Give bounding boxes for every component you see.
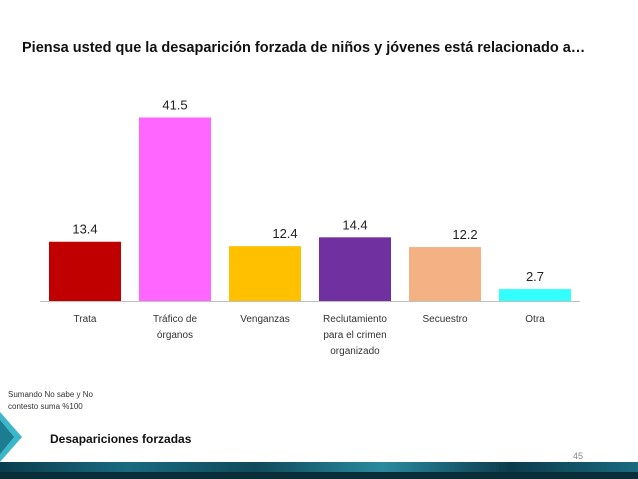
category-labels-group: Trata Tráfico de órganos Venganzas Reclutami… bbox=[74, 314, 546, 357]
bar-1 bbox=[49, 241, 121, 301]
chart-title: Piensa usted que la desaparición forzada… bbox=[22, 40, 586, 56]
category-label-5: Secuestro bbox=[422, 314, 467, 325]
page-number: 45 bbox=[572, 451, 583, 461]
category-label-4: Reclutamiento para el crimen organizado bbox=[323, 314, 387, 357]
value-label-6: 2.7 bbox=[526, 269, 544, 284]
value-label-2: 41.5 bbox=[162, 97, 187, 112]
value-label-4: 14.4 bbox=[342, 217, 367, 232]
category-label-6: Otra bbox=[525, 314, 545, 325]
bar-6 bbox=[499, 289, 571, 301]
bar-3 bbox=[229, 246, 301, 301]
category-label-2: Tráfico de órganos bbox=[153, 314, 198, 341]
footnote: Sumando No sabe y No contesto suma %100 bbox=[8, 390, 93, 411]
arrow-decoration-icon bbox=[0, 412, 22, 462]
value-labels-group: 13.4 41.5 12.4 14.4 12.2 2.7 bbox=[72, 97, 544, 284]
category-label-1: Trata bbox=[74, 314, 97, 325]
footer-band-dark bbox=[0, 472, 638, 479]
bar-4 bbox=[319, 237, 391, 301]
bars-group bbox=[49, 117, 571, 301]
category-label-3: Venganzas bbox=[240, 314, 290, 325]
value-label-5: 12.2 bbox=[452, 227, 477, 242]
section-label: Desapariciones forzadas bbox=[50, 432, 192, 446]
bar-5 bbox=[409, 247, 481, 301]
value-label-1: 13.4 bbox=[72, 222, 97, 237]
bar-2 bbox=[139, 117, 211, 301]
footer-band bbox=[0, 462, 638, 472]
value-label-3: 12.4 bbox=[272, 226, 297, 241]
